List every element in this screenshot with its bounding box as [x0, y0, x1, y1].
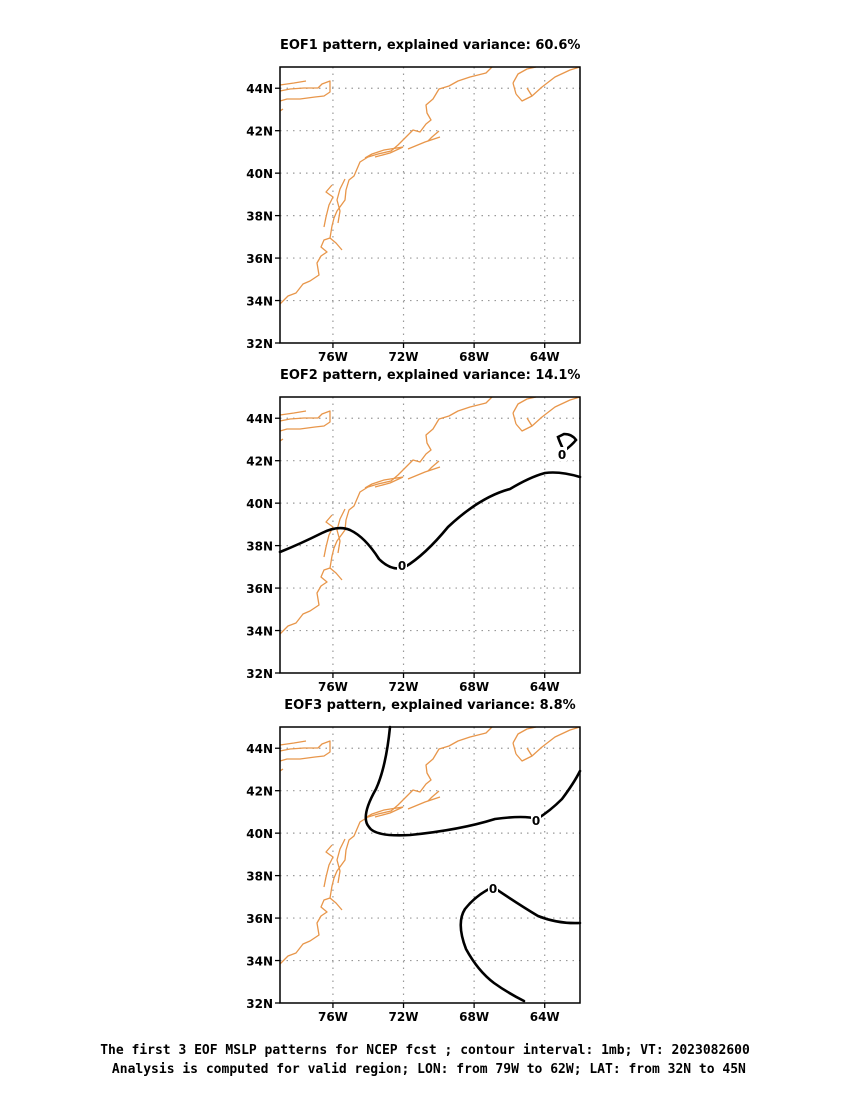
lon-tick-label: 68W — [459, 680, 489, 694]
coastline — [407, 466, 441, 480]
zero-contour-line — [556, 432, 578, 453]
lon-tick-label: 72W — [389, 1010, 419, 1024]
lon-tick-label: 64W — [530, 1010, 560, 1024]
coastline — [279, 396, 493, 635]
lat-tick-label: 40N — [246, 497, 273, 511]
coastline — [336, 838, 346, 884]
coastline — [515, 66, 581, 102]
lon-tick-label: 64W — [530, 350, 560, 364]
lon-tick-label: 68W — [459, 1010, 489, 1024]
caption-line-1: The first 3 EOF MSLP patterns for NCEP f… — [100, 1043, 750, 1058]
lat-tick-label: 32N — [246, 337, 273, 351]
coastline — [515, 726, 581, 762]
zero-contour-line — [491, 885, 582, 925]
lon-tick-label: 68W — [459, 350, 489, 364]
lat-tick-label: 42N — [246, 125, 273, 139]
coastline — [512, 412, 517, 425]
contour-label-bg — [397, 558, 407, 572]
coastline — [427, 460, 440, 472]
lat-tick-label: 34N — [246, 625, 273, 639]
coastline — [329, 237, 343, 251]
map-frame — [279, 726, 581, 1004]
coastline — [336, 508, 346, 554]
coastline — [526, 417, 533, 427]
coastline — [526, 87, 533, 97]
coastline — [279, 80, 307, 86]
lat-tick-label: 38N — [246, 870, 273, 884]
coastline — [279, 410, 331, 432]
lat-tick-label: 36N — [246, 582, 273, 596]
coastline — [279, 726, 493, 965]
zero-contour-line — [459, 885, 526, 1003]
lat-tick-label: 44N — [246, 82, 273, 96]
coastline — [364, 806, 404, 819]
coastline — [374, 806, 404, 818]
lat-tick-label: 38N — [246, 540, 273, 554]
coastline — [329, 567, 343, 581]
coastline — [427, 790, 440, 802]
lat-tick-label: 38N — [246, 210, 273, 224]
coastline — [427, 130, 440, 142]
zero-contour-line — [364, 725, 582, 837]
lon-tick-label: 76W — [318, 350, 348, 364]
lat-tick-label: 36N — [246, 912, 273, 926]
lat-tick-label: 40N — [246, 827, 273, 841]
map-frame — [279, 66, 581, 344]
map-frame — [279, 396, 581, 674]
contour-label-bg — [557, 447, 567, 461]
coastline — [364, 476, 404, 489]
contour-label: 0 — [489, 882, 497, 896]
coastline — [323, 514, 334, 558]
lon-tick-label: 76W — [318, 1010, 348, 1024]
coastline — [329, 897, 343, 911]
lat-tick-label: 34N — [246, 955, 273, 969]
lon-tick-label: 72W — [389, 350, 419, 364]
contour-label: 0 — [532, 814, 540, 828]
coastline — [336, 178, 346, 224]
coastline — [323, 844, 334, 888]
lon-tick-label: 76W — [318, 680, 348, 694]
map-panel-2: 0 0 44N 42N 40N 38N 36N 34N 32N 76W 72W 68W 64W — [246, 396, 582, 694]
coastline — [279, 410, 307, 416]
lat-tick-label: 42N — [246, 785, 273, 799]
contour-label: 0 — [558, 448, 566, 462]
coastline — [526, 747, 533, 757]
lat-tick-label: 32N — [246, 997, 273, 1011]
lat-tick-label: 36N — [246, 252, 273, 266]
coastline — [515, 396, 581, 432]
lon-tick-label: 72W — [389, 680, 419, 694]
coastline — [323, 184, 334, 228]
map-panel-1: 44N 42N 40N 38N 36N 34N 32N 76W 72W 68W 64W — [246, 66, 581, 364]
panel-3-title: EOF3 pattern, explained variance: 8.8% — [284, 698, 576, 713]
coastline — [407, 136, 441, 150]
coastline — [364, 146, 404, 159]
caption-line-2: Analysis is computed for valid region; L… — [104, 1062, 746, 1077]
coastline — [279, 66, 493, 305]
coastline — [279, 740, 331, 762]
panel-2-title: EOF2 pattern, explained variance: 14.1% — [280, 368, 581, 383]
lat-tick-label: 32N — [246, 667, 273, 681]
lat-tick-label: 44N — [246, 742, 273, 756]
coastline — [512, 726, 537, 744]
panel-1-title: EOF1 pattern, explained variance: 60.6% — [280, 38, 581, 53]
lat-tick-label: 44N — [246, 412, 273, 426]
lat-tick-label: 40N — [246, 167, 273, 181]
map-panel-3: 0 0 44N 42N 40N 38N 36N 34N 32N 76W 72W 68W 64W — [246, 725, 582, 1024]
coastline — [279, 80, 331, 102]
contour-label: 0 — [398, 559, 406, 573]
coastline — [512, 742, 517, 755]
coastline — [407, 796, 441, 810]
lon-tick-label: 64W — [530, 680, 560, 694]
lat-tick-label: 42N — [246, 455, 273, 469]
coastline — [512, 66, 537, 84]
contour-label-bg — [531, 813, 541, 827]
lat-tick-label: 34N — [246, 295, 273, 309]
coastline — [512, 82, 517, 95]
coastline — [512, 396, 537, 414]
eof-maps: 44N 42N 40N 38N 36N 34N 32N 76W 72W 68W 64W 0 0 44N 42… — [246, 66, 582, 1024]
contour-label-bg — [488, 881, 498, 895]
coastline — [279, 740, 307, 746]
coastline — [374, 476, 404, 488]
coastline — [374, 146, 404, 158]
